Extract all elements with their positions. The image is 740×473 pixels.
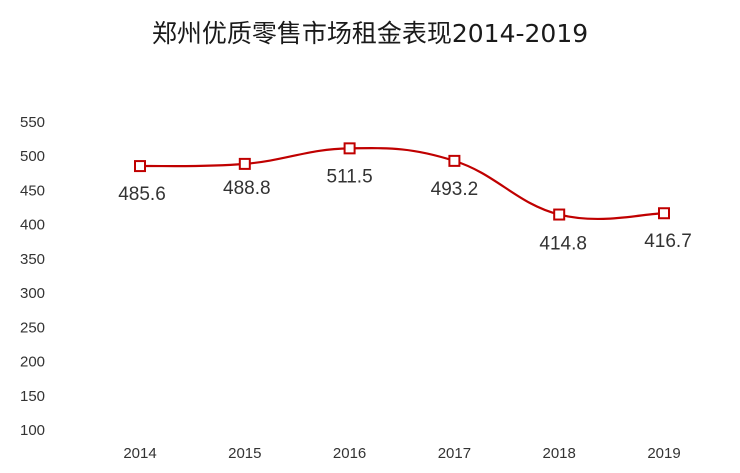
x-tick-label: 2017	[438, 445, 471, 462]
data-label: 488.8	[223, 178, 271, 199]
y-tick-label: 400	[20, 217, 45, 234]
data-labels: 485.6 488.8 511.5 493.2 414.8 416.7	[118, 166, 692, 254]
data-label: 416.7	[644, 231, 692, 252]
x-tick-label: 2016	[333, 445, 366, 462]
y-tick-label: 100	[20, 422, 45, 439]
y-tick-label: 150	[20, 388, 45, 405]
x-tick-label: 2018	[543, 445, 576, 462]
chart-title: 郑州优质零售市场租金表现2014-2019	[151, 19, 589, 48]
data-point-marker	[658, 207, 670, 220]
x-tick-label: 2014	[123, 445, 156, 462]
y-tick-label: 450	[20, 182, 45, 199]
data-point-marker	[238, 157, 251, 170]
series-markers	[134, 142, 670, 221]
y-tick-label: 300	[20, 285, 45, 302]
data-point-marker	[343, 142, 356, 155]
y-tick-label: 500	[20, 148, 45, 165]
series-line-group	[139, 147, 665, 220]
data-label: 485.6	[118, 184, 166, 205]
x-tick-label: 2015	[228, 445, 261, 462]
y-tick-label: 250	[20, 319, 45, 336]
y-tick-label: 350	[20, 251, 45, 268]
y-tick-label: 200	[20, 354, 45, 371]
y-axis: 100 150 200 250 300 350 400 450 500 550	[20, 114, 45, 439]
y-tick-label: 550	[20, 114, 45, 131]
series-line	[139, 147, 665, 220]
data-point-marker	[448, 154, 461, 167]
data-label: 414.8	[539, 234, 587, 255]
data-label: 511.5	[327, 166, 373, 187]
data-label: 493.2	[431, 179, 479, 200]
data-point-marker	[134, 160, 146, 173]
x-tick-label: 2019	[647, 445, 680, 462]
x-axis: 2014 2015 2016 2017 2018 2019	[123, 445, 680, 462]
data-point-marker	[553, 208, 566, 221]
